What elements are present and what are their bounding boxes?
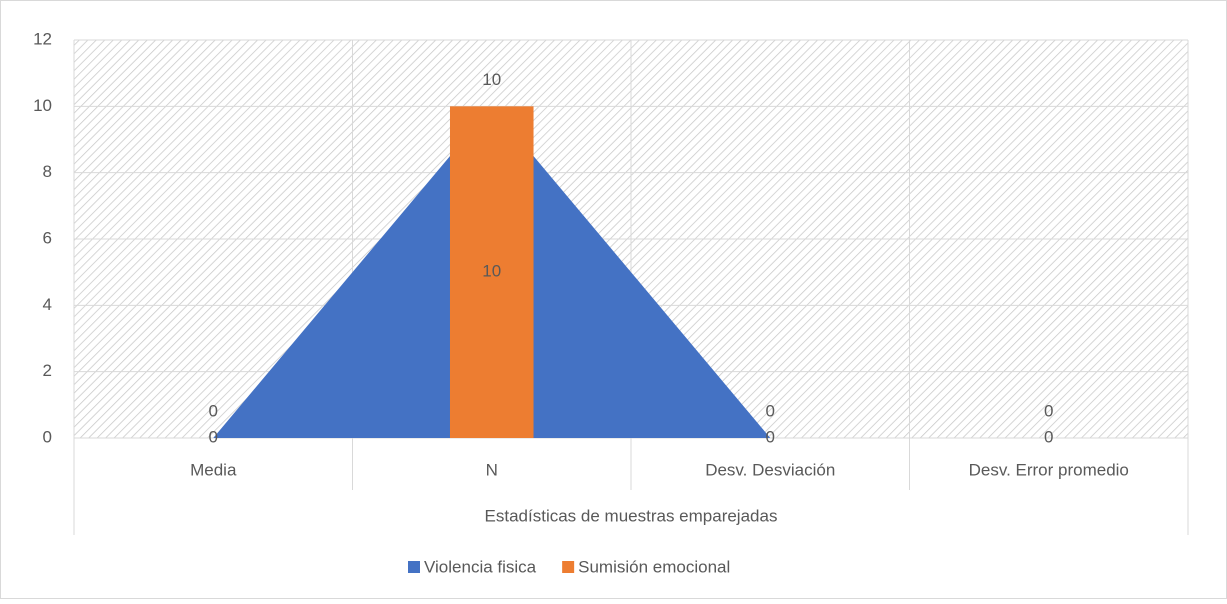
x-axis-title: Estadísticas de muestras emparejadas	[485, 506, 778, 525]
data-label: 0	[766, 427, 775, 446]
x-tick-label: N	[486, 460, 498, 479]
bar	[449, 106, 534, 438]
y-tick-label: 10	[33, 96, 52, 115]
y-tick-label: 2	[43, 361, 52, 380]
y-tick-label: 4	[43, 295, 52, 314]
data-label: 10	[482, 262, 501, 281]
y-tick-label: 6	[43, 228, 52, 247]
y-tick-label: 8	[43, 162, 52, 181]
x-tick-label: Desv. Error promedio	[969, 460, 1129, 479]
data-label: 10	[482, 70, 501, 89]
data-label: 0	[1044, 427, 1053, 446]
legend-swatch	[562, 561, 575, 573]
data-label: 0	[209, 401, 218, 420]
data-label: 0	[766, 401, 775, 420]
legend-label: Violencia fisica	[424, 557, 537, 576]
area	[213, 106, 1049, 438]
x-tick-label: Media	[190, 460, 237, 479]
y-tick-label: 0	[43, 427, 52, 446]
legend-label: Sumisión emocional	[578, 557, 730, 576]
data-label: 0	[1044, 401, 1053, 420]
y-tick-label: 12	[33, 29, 52, 48]
legend-swatch	[408, 561, 420, 573]
x-tick-label: Desv. Desviación	[705, 460, 835, 479]
data-label: 0	[209, 427, 218, 446]
